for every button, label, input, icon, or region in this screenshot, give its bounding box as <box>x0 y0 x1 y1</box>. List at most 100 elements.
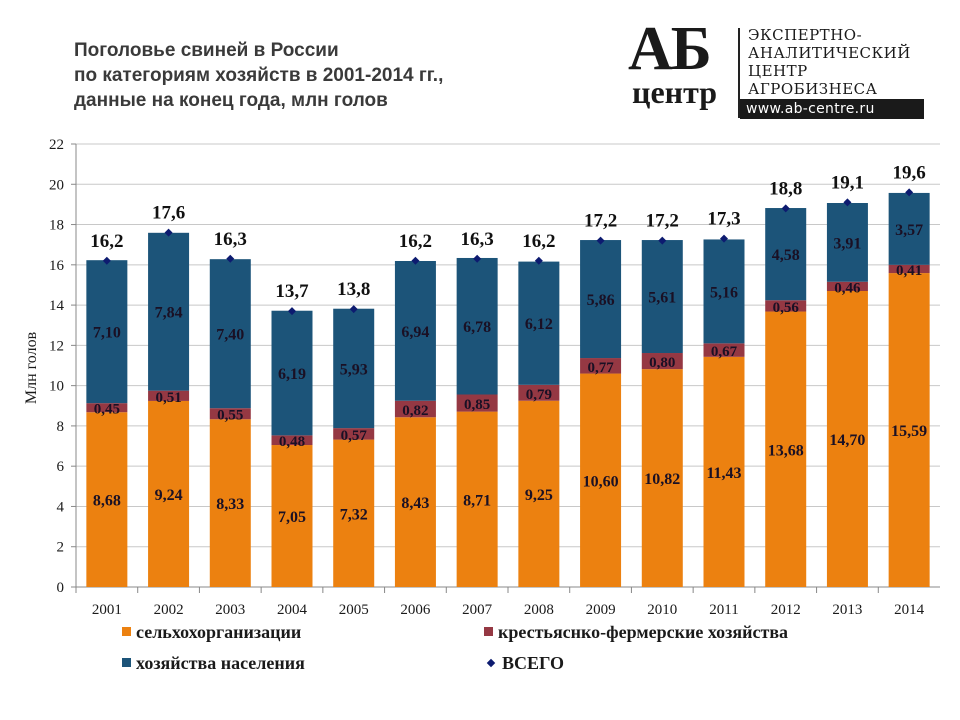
data-label-households: 3,57 <box>895 222 923 239</box>
data-label-farms: 0,51 <box>155 390 181 406</box>
y-tick-label: 8 <box>57 419 65 435</box>
x-tick-label: 2002 <box>154 602 184 618</box>
bar-segment-agri_orgs <box>394 417 436 587</box>
logo-url: www.ab-centre.ru <box>740 99 924 119</box>
logo-text-line-1: ЭКСПЕРТНО- <box>748 26 863 44</box>
bar-segment-farms <box>333 428 375 440</box>
ab-centre-logo: АБ центр ЭКСПЕРТНО- АНАЛИТИЧЕСКИЙ ЦЕНТР … <box>628 18 928 122</box>
data-label-households: 5,16 <box>710 284 738 301</box>
bar-segment-households <box>271 310 313 436</box>
total-label: 13,8 <box>337 279 370 300</box>
data-label-farms: 0,67 <box>711 344 738 360</box>
bar-segment-agri_orgs <box>86 412 128 587</box>
legend-label-total: ВСЕГО <box>502 653 565 673</box>
total-marker <box>905 188 914 197</box>
total-marker <box>720 234 728 243</box>
x-tick-label: 2011 <box>709 602 738 618</box>
data-label-households: 3,91 <box>833 235 861 252</box>
bar-segment-households <box>333 308 375 429</box>
bar-segment-farms <box>271 435 313 446</box>
y-tick-label: 6 <box>57 459 65 475</box>
data-label-agri_orgs: 15,59 <box>891 423 927 440</box>
bar-segment-farms <box>580 358 622 374</box>
logo-divider <box>738 28 740 118</box>
bar-segment-agri_orgs <box>148 400 190 587</box>
title-line-2: по категориям хозяйств в 2001-2014 гг., <box>74 65 444 86</box>
logo-text-line-3: ЦЕНТР <box>748 62 808 80</box>
legend-diamond-icon <box>486 658 496 668</box>
y-tick-label: 0 <box>57 580 65 596</box>
data-label-households: 6,78 <box>463 319 491 336</box>
total-marker <box>226 254 235 263</box>
x-tick-label: 2009 <box>586 602 616 618</box>
bar-segment-farms <box>456 394 498 412</box>
logo-mark-centr: центр <box>632 74 717 110</box>
bar-segment-households <box>209 259 251 409</box>
legend-label-agri-orgs: сельхохорганизации <box>136 622 302 642</box>
y-tick-label: 22 <box>49 137 64 153</box>
y-tick-label: 16 <box>49 258 65 274</box>
data-label-households: 5,93 <box>340 361 368 378</box>
data-label-farms: 0,82 <box>402 403 428 419</box>
total-marker <box>102 256 111 265</box>
data-label-farms: 0,85 <box>464 397 490 413</box>
total-marker <box>349 305 358 314</box>
x-tick-label: 2005 <box>339 602 369 618</box>
legend-swatch-households <box>122 658 131 668</box>
legend-label-farms: крестьяснко-фермерские хозяйства <box>498 622 789 642</box>
total-marker <box>596 236 605 245</box>
data-label-households: 6,19 <box>278 366 306 383</box>
bar-segment-agri_orgs <box>456 411 498 587</box>
total-label: 17,6 <box>152 203 185 224</box>
data-label-households: 4,58 <box>772 247 800 264</box>
total-marker <box>473 254 482 263</box>
bar-segment-farms <box>826 281 868 291</box>
logo-text: ЭКСПЕРТНО- АНАЛИТИЧЕСКИЙ ЦЕНТР АГРОБИЗНЕ… <box>748 26 911 98</box>
x-tick-label: 2007 <box>462 602 493 618</box>
data-label-agri_orgs: 10,60 <box>583 473 619 490</box>
data-label-households: 5,86 <box>587 292 615 309</box>
bar-segment-farms <box>209 408 251 420</box>
data-label-farms: 0,48 <box>279 434 305 450</box>
y-axis-label: Млн голов <box>23 331 40 404</box>
bar-segment-agri_orgs <box>580 373 622 587</box>
bar-segment-households <box>888 192 930 265</box>
x-tick-label: 2014 <box>894 602 925 618</box>
data-label-agri_orgs: 7,32 <box>340 506 368 523</box>
bar-segment-households <box>394 260 436 401</box>
legend-item-households: хозяйства населения <box>122 653 305 674</box>
bar-segment-households <box>703 239 745 344</box>
total-marker <box>843 198 852 207</box>
data-label-households: 7,84 <box>155 305 183 322</box>
total-label: 13,7 <box>275 281 309 302</box>
total-label: 16,2 <box>399 231 432 252</box>
data-label-agri_orgs: 10,82 <box>644 471 680 488</box>
x-tick-label: 2012 <box>771 602 801 618</box>
legend-swatch-agri-orgs <box>122 627 131 637</box>
data-label-farms: 0,79 <box>526 387 552 403</box>
bar-segment-farms <box>86 403 128 413</box>
legend-item-agri-orgs: сельхохорганизации <box>122 622 301 643</box>
data-label-agri_orgs: 8,71 <box>463 492 491 509</box>
data-label-agri_orgs: 14,70 <box>829 432 865 449</box>
total-label: 17,2 <box>584 211 617 232</box>
x-tick-label: 2001 <box>92 602 122 618</box>
data-label-farms: 0,45 <box>94 402 120 418</box>
legend-item-farms: крестьяснко-фермерские хозяйства <box>484 622 788 643</box>
y-tick-label: 10 <box>49 379 64 395</box>
bar-segment-households <box>826 202 868 282</box>
logo-text-line-2: АНАЛИТИЧЕСКИЙ <box>748 44 911 62</box>
data-label-farms: 0,46 <box>834 280 861 296</box>
bar-segment-households <box>641 240 683 354</box>
bar-segment-farms <box>641 353 683 370</box>
bar-segment-farms <box>394 400 436 418</box>
total-marker <box>288 307 296 316</box>
data-label-agri_orgs: 9,25 <box>525 487 553 504</box>
bar-segment-households <box>86 260 128 404</box>
total-label: 16,2 <box>522 231 555 252</box>
data-label-agri_orgs: 8,43 <box>401 495 429 512</box>
total-label: 17,2 <box>646 211 679 232</box>
total-marker <box>534 256 543 265</box>
y-tick-label: 20 <box>49 177 64 193</box>
logo-text-line-4: АГРОБИЗНЕСА <box>748 80 878 98</box>
